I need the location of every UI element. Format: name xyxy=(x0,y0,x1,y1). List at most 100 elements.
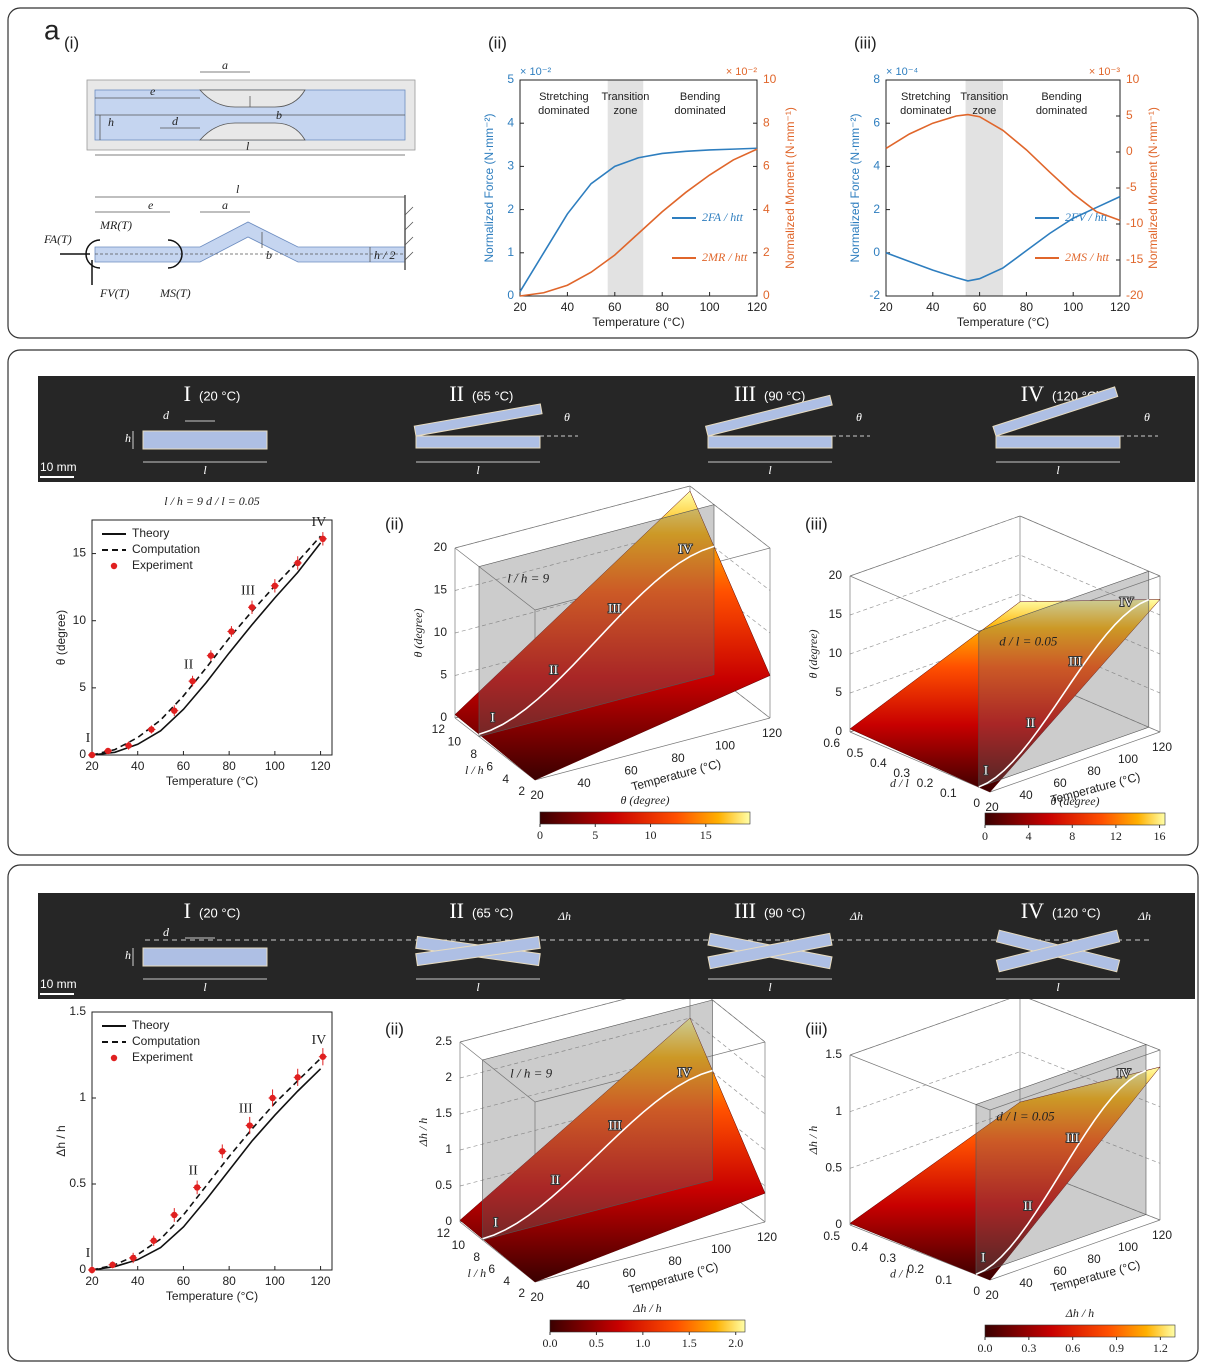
dimension-label: e xyxy=(148,198,154,212)
legend-label: Experiment xyxy=(132,558,193,572)
stage-temperature: (120 °C) xyxy=(1052,905,1101,920)
data-line xyxy=(885,195,1121,282)
y2-tick-label: -10 xyxy=(1126,216,1144,230)
x-tick-label: 120 xyxy=(1110,300,1130,314)
region-label: dominated xyxy=(674,105,725,117)
dimension-label: l xyxy=(203,980,207,994)
panel-sub: (ii) xyxy=(385,1019,404,1038)
data-point xyxy=(104,747,112,755)
box-edge xyxy=(534,717,771,781)
surface xyxy=(454,490,771,781)
y-tick-label: 80 xyxy=(1087,1252,1101,1266)
colorbar-tick-label: 0.9 xyxy=(1109,1341,1124,1355)
legend-label: 2FA / htt xyxy=(702,210,744,224)
colorbar-label: θ (degree) xyxy=(620,793,669,807)
data-point xyxy=(88,1266,96,1274)
data-point xyxy=(125,742,132,749)
x-tick-label: 80 xyxy=(222,1274,236,1288)
y-tick-label: 100 xyxy=(715,739,735,753)
x-tick-label: 80 xyxy=(222,759,236,773)
colorbar-tick-label: 15 xyxy=(700,828,712,842)
y2-axis-label: Normalized Moment (N·mm⁻¹) xyxy=(1146,107,1160,269)
x-tick-label: 8 xyxy=(470,747,477,761)
surface xyxy=(849,1066,1161,1281)
y-tick-label: 2 xyxy=(507,202,514,216)
data-point xyxy=(294,559,301,567)
y-tick-label: 0 xyxy=(79,1262,86,1276)
data-point xyxy=(228,628,235,635)
grid-line xyxy=(454,528,771,591)
x-tick-label: 0.2 xyxy=(907,1262,924,1276)
legend-label: Theory xyxy=(132,526,169,540)
y2-multiplier: × 10⁻² xyxy=(726,66,758,78)
y-tick-label: 60 xyxy=(622,1266,636,1280)
stage-label: III xyxy=(608,600,621,615)
x-tick-label: 12 xyxy=(432,722,446,736)
z-tick-label: 15 xyxy=(434,583,448,597)
stage-label: I xyxy=(984,762,988,777)
grid-line xyxy=(454,570,771,634)
y2-tick-label: 0 xyxy=(763,288,770,302)
x-tick-label: 0.4 xyxy=(870,756,887,770)
stage-numeral: III xyxy=(734,381,756,406)
x-tick-label: 120 xyxy=(747,300,767,314)
y-tick-label: -2 xyxy=(869,288,880,302)
colorbar-tick-label: 10 xyxy=(645,828,657,842)
box-edge xyxy=(454,547,536,611)
stage-label: I xyxy=(981,1249,985,1264)
box-edge xyxy=(1019,994,1161,1051)
dimension-label: l xyxy=(236,182,240,196)
x-tick-label: 80 xyxy=(1020,300,1034,314)
change-label: Δh xyxy=(849,909,863,923)
grid-line xyxy=(459,1089,766,1151)
stage-label: III xyxy=(239,1102,253,1117)
x-tick-label: 0.4 xyxy=(851,1240,868,1254)
dimension-label: h xyxy=(125,948,131,962)
section-curve xyxy=(975,1069,1147,1276)
dimension-label: a xyxy=(222,58,228,72)
x-tick-label: 100 xyxy=(700,300,720,314)
section-plane xyxy=(975,1044,1147,1275)
y-tick-label: 20 xyxy=(530,788,544,802)
surface xyxy=(459,1017,766,1283)
colorbar-tick-label: 1.0 xyxy=(635,1336,650,1350)
stage-label: III xyxy=(1066,1130,1079,1145)
y-tick-label: 40 xyxy=(576,1278,590,1292)
x-tick-label: 100 xyxy=(1063,300,1083,314)
load-label: FV(T) xyxy=(99,286,129,300)
y-axis-label: θ (degree) xyxy=(54,610,68,665)
plot-frame xyxy=(519,79,758,297)
data-line xyxy=(91,1057,322,1271)
data-point xyxy=(171,1211,178,1219)
data-point xyxy=(150,1237,157,1244)
y2-tick-label: 10 xyxy=(1126,72,1140,86)
x-tick-label: 4 xyxy=(502,772,509,786)
z-tick-label: 0.5 xyxy=(435,1178,452,1192)
x-axis-label: Temperature (°C) xyxy=(957,315,1049,329)
stage-numeral: IV xyxy=(1021,381,1044,406)
y2-tick-label: -5 xyxy=(1126,180,1137,194)
stage-temperature: (65 °C) xyxy=(472,388,513,403)
stage-label: I xyxy=(494,1215,498,1230)
data-point xyxy=(269,1094,276,1102)
angle-label: θ xyxy=(564,410,570,424)
dimension-label: l xyxy=(768,980,772,994)
plane-label: l / h = 9 xyxy=(510,1065,552,1080)
change-label: Δh xyxy=(557,909,571,923)
x-tick-label: 100 xyxy=(265,759,285,773)
dimension-label: l xyxy=(203,463,207,477)
panel-sub: (iii) xyxy=(805,514,828,533)
stage-label: IV xyxy=(679,541,693,556)
y2-axis-label: Normalized Moment (N·mm⁻¹) xyxy=(783,107,797,269)
surface xyxy=(849,599,1161,793)
x-tick-label: 120 xyxy=(311,1274,331,1288)
colorbar-tick-label: 8 xyxy=(1069,829,1075,843)
y-multiplier: × 10⁻⁴ xyxy=(886,66,919,78)
specimen xyxy=(707,435,833,449)
dimension-label: l xyxy=(476,980,480,994)
z-tick-label: 0 xyxy=(835,724,842,738)
box-edge xyxy=(849,731,991,793)
x-tick-label: 0.5 xyxy=(847,746,864,760)
y2-tick-label: 8 xyxy=(763,115,770,129)
data-line xyxy=(91,535,322,756)
